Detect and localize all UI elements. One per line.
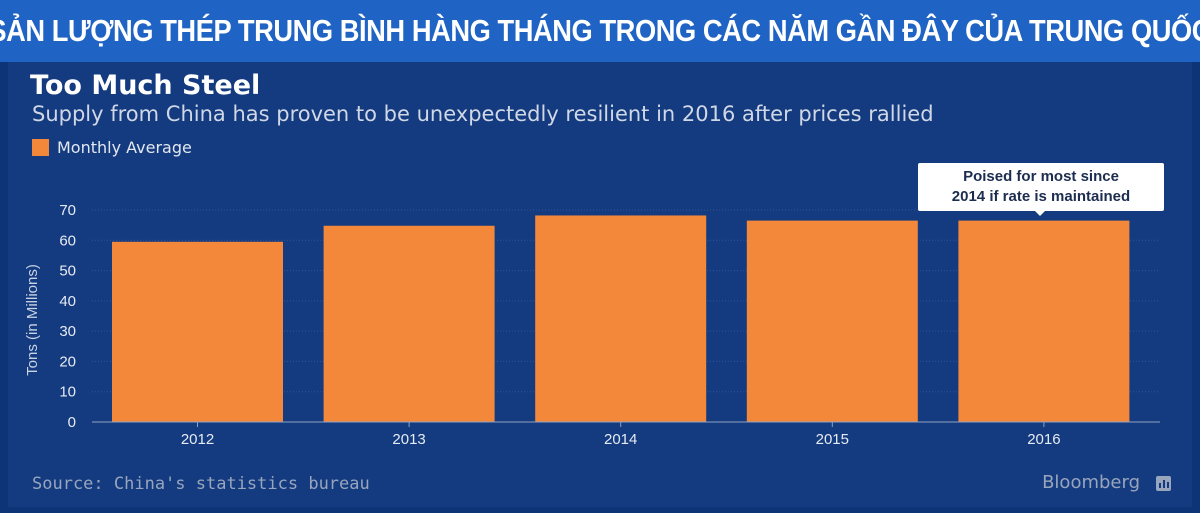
chart-subtitle: Supply from China has proven to be unexp… xyxy=(32,102,934,126)
annotation-line-1: Poised for most since xyxy=(963,168,1119,185)
x-tick-label: 2012 xyxy=(181,431,214,448)
bar-2013 xyxy=(323,225,495,422)
bar-2014 xyxy=(535,215,707,422)
legend-label: Monthly Average xyxy=(57,138,192,157)
bar-2015 xyxy=(746,220,918,422)
y-tick-label: 40 xyxy=(59,293,76,310)
y-tick-label: 20 xyxy=(59,353,76,370)
bloomberg-chart-icon xyxy=(1156,476,1171,491)
banner-title: SẢN LƯỢNG THÉP TRUNG BÌNH HÀNG THÁNG TRO… xyxy=(0,13,1200,48)
x-tick-label: 2013 xyxy=(392,431,425,448)
source-note: Source: China's statistics bureau xyxy=(32,474,370,494)
annotation-pointer xyxy=(1034,210,1046,216)
y-tick-label: 10 xyxy=(59,384,76,401)
bar-2012 xyxy=(112,241,283,422)
bar-2016 xyxy=(958,220,1130,422)
y-tick-label: 70 xyxy=(59,202,76,219)
x-tick-label: 2015 xyxy=(816,431,849,448)
x-tick-labels: 2012 2013 2014 2015 2016 xyxy=(181,422,1061,448)
banner: SẢN LƯỢNG THÉP TRUNG BÌNH HÀNG THÁNG TRO… xyxy=(0,0,1200,62)
x-tick-label: 2016 xyxy=(1027,431,1060,448)
x-tick-label: 2014 xyxy=(604,431,637,448)
bars xyxy=(112,215,1130,422)
y-tick-label: 60 xyxy=(59,232,76,249)
legend-swatch xyxy=(32,139,49,156)
chart-title: Too Much Steel xyxy=(30,70,261,101)
legend: Monthly Average xyxy=(32,138,192,157)
annotation-line-2: 2014 if rate is maintained xyxy=(951,188,1131,205)
y-axis-label: Tons (in Millions) xyxy=(24,264,41,376)
brand-label: Bloomberg xyxy=(1042,472,1140,493)
y-tick-label: 0 xyxy=(68,414,76,431)
y-tick-labels: 0 10 20 30 40 50 60 70 xyxy=(59,202,76,431)
y-tick-label: 30 xyxy=(59,323,76,340)
y-tick-label: 50 xyxy=(59,263,76,280)
annotation-callout: Poised for most since 2014 if rate is ma… xyxy=(918,163,1164,211)
